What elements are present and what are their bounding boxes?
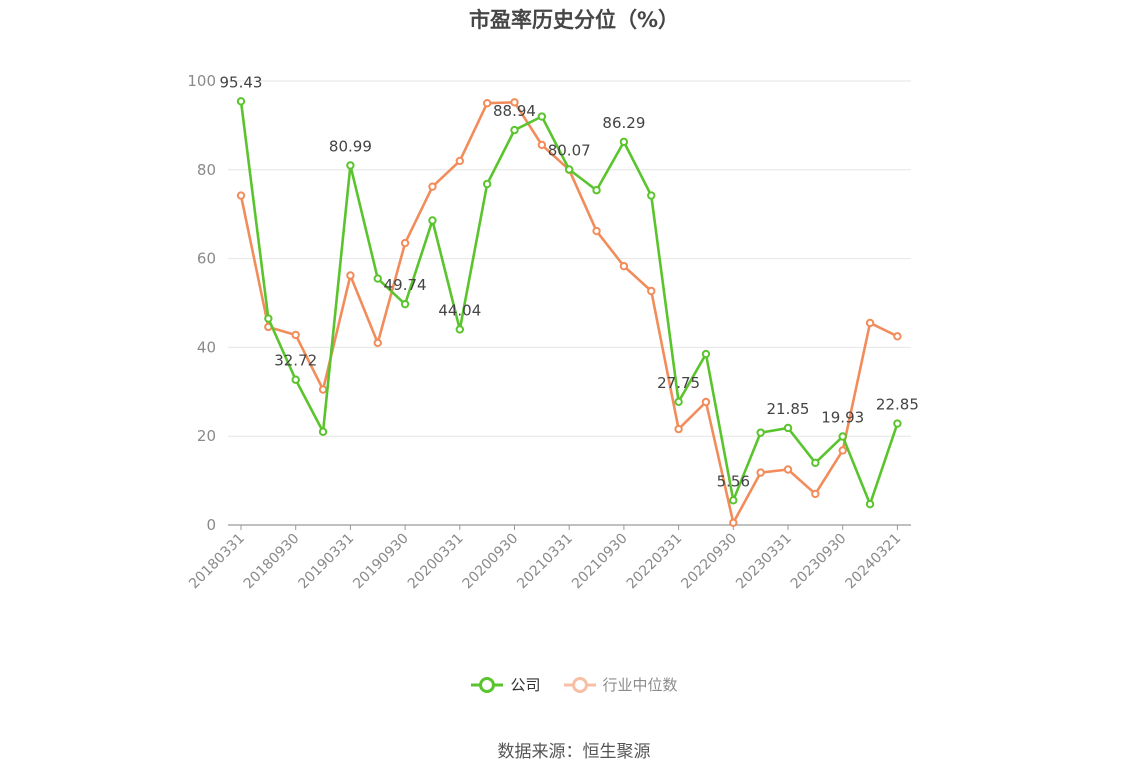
company-data-label: 88.94 xyxy=(493,102,536,120)
industry-median-data-point[interactable] xyxy=(236,191,246,200)
company-data-point[interactable] xyxy=(264,314,273,323)
industry-median-data-point[interactable] xyxy=(811,489,820,499)
x-tick-label: 20180930 xyxy=(241,531,303,593)
company-data-point[interactable] xyxy=(318,427,328,436)
company-data-label: 95.43 xyxy=(220,73,263,91)
company-data-point[interactable] xyxy=(893,419,902,428)
legend-item-company[interactable]: 公司 xyxy=(470,674,541,695)
y-tick-label: 40 xyxy=(197,338,216,356)
industry-median-data-point[interactable] xyxy=(729,518,738,527)
company-data-point[interactable] xyxy=(783,423,793,433)
company-data-point[interactable] xyxy=(346,161,355,170)
industry-median-data-point[interactable] xyxy=(482,99,492,108)
company-data-label: 22.85 xyxy=(876,396,919,414)
legend: 公司 行业中位数 xyxy=(0,674,1148,695)
y-tick-label: 0 xyxy=(206,516,216,534)
company-data-point[interactable] xyxy=(291,375,300,384)
company-series-line xyxy=(239,101,899,506)
company-data-label: 44.04 xyxy=(438,301,481,319)
company-data-point[interactable] xyxy=(592,186,601,195)
industry-median-data-point[interactable] xyxy=(455,156,464,166)
company-data-point[interactable] xyxy=(674,397,683,406)
legend-item-industry-median[interactable]: 行业中位数 xyxy=(563,674,678,695)
company-data-label: 49.74 xyxy=(384,276,427,294)
x-tick-label: 20190331 xyxy=(296,531,358,593)
company-data-label: 21.85 xyxy=(767,400,810,418)
company-data-point[interactable] xyxy=(482,179,492,189)
industry-median-data-point[interactable] xyxy=(756,468,765,477)
y-tick-label: 80 xyxy=(197,161,216,179)
industry-median-data-point[interactable] xyxy=(838,446,847,455)
industry-median-data-point[interactable] xyxy=(647,286,656,296)
industry-median-data-point[interactable] xyxy=(893,332,902,341)
company-data-point[interactable] xyxy=(428,216,437,225)
industry-median-data-point[interactable] xyxy=(701,397,711,407)
x-tick-label: 20220331 xyxy=(624,531,686,593)
legend-industry-median-icon xyxy=(563,676,596,693)
x-tick-label: 20230930 xyxy=(788,531,850,593)
company-data-point[interactable] xyxy=(537,112,547,121)
company-data-point[interactable] xyxy=(565,165,574,174)
company-data-point[interactable] xyxy=(619,137,629,147)
x-tick-label: 20200331 xyxy=(405,531,467,593)
company-data-point[interactable] xyxy=(400,299,410,309)
company-data-point[interactable] xyxy=(236,97,246,106)
y-tick-label: 20 xyxy=(197,427,216,445)
company-data-point[interactable] xyxy=(865,499,875,509)
company-data-point[interactable] xyxy=(455,325,464,334)
industry-median-data-point[interactable] xyxy=(674,424,683,434)
x-tick-label: 20220930 xyxy=(678,531,740,593)
industry-median-data-point[interactable] xyxy=(783,465,793,474)
x-tick-label: 20210331 xyxy=(514,531,576,593)
data-source-note: 数据来源：恒生聚源 xyxy=(497,742,651,762)
x-tick-label: 20210930 xyxy=(569,531,631,593)
y-tick-label: 60 xyxy=(197,250,216,268)
legend-industry-median-label: 行业中位数 xyxy=(602,676,678,694)
legend-company-icon xyxy=(471,676,504,693)
industry-median-data-point[interactable] xyxy=(592,226,601,236)
industry-median-data-point[interactable] xyxy=(346,271,355,280)
company-data-point[interactable] xyxy=(729,496,738,505)
company-data-label: 32.72 xyxy=(274,352,317,370)
industry-median-data-point[interactable] xyxy=(537,140,547,150)
industry-median-data-point[interactable] xyxy=(318,385,328,394)
industry-median-data-point[interactable] xyxy=(619,261,629,271)
company-data-label: 80.07 xyxy=(548,141,591,159)
company-data-point[interactable] xyxy=(701,349,711,359)
industry-median-data-point[interactable] xyxy=(510,98,519,107)
company-data-label: 27.75 xyxy=(657,374,700,392)
company-data-point[interactable] xyxy=(838,432,847,441)
company-data-point[interactable] xyxy=(811,458,820,468)
industry-median-data-point[interactable] xyxy=(428,182,437,191)
company-data-label: 80.99 xyxy=(329,137,372,155)
y-tick-label: 100 xyxy=(187,72,216,90)
chart-title: 市盈率历史分位（%） xyxy=(468,8,680,32)
industry-median-data-point[interactable] xyxy=(865,318,875,328)
company-data-point[interactable] xyxy=(510,125,519,135)
x-tick-label: 20240321 xyxy=(843,531,905,593)
company-data-label: 5.56 xyxy=(717,472,750,490)
company-data-point[interactable] xyxy=(756,428,765,437)
industry-median-data-point[interactable] xyxy=(400,238,410,248)
company-data-point[interactable] xyxy=(647,191,656,200)
x-tick-label: 20200930 xyxy=(460,531,522,593)
company-data-label: 19.93 xyxy=(821,409,864,427)
industry-median-data-point[interactable] xyxy=(291,330,300,340)
x-tick-label: 20190930 xyxy=(350,531,412,593)
company-data-label: 86.29 xyxy=(602,114,645,132)
company-data-point[interactable] xyxy=(373,274,382,283)
x-tick-label: 20180331 xyxy=(186,531,248,593)
legend-company-label: 公司 xyxy=(510,676,541,694)
industry-median-data-point[interactable] xyxy=(373,338,382,348)
x-tick-label: 20230331 xyxy=(733,531,795,593)
